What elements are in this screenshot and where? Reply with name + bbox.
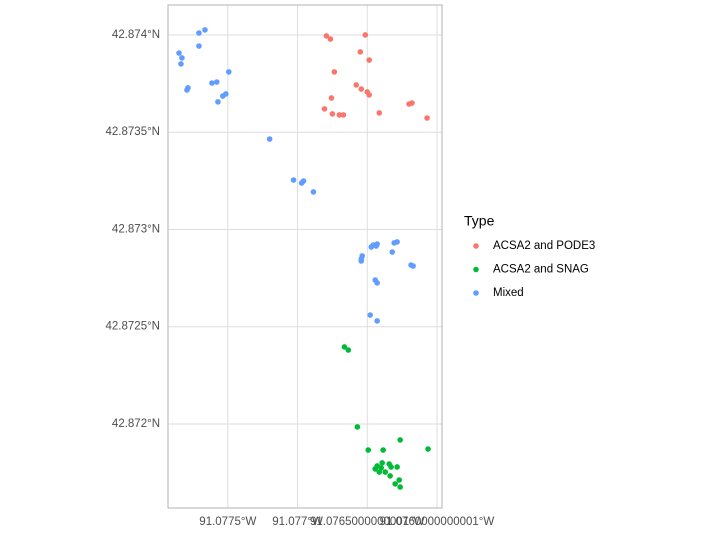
point <box>354 424 361 430</box>
point <box>300 178 307 184</box>
point <box>388 464 394 470</box>
point <box>220 93 226 99</box>
point <box>178 61 184 67</box>
point <box>382 469 389 475</box>
point <box>379 460 385 466</box>
legend-key <box>473 266 479 273</box>
point <box>397 437 403 443</box>
point <box>409 100 415 106</box>
y-tick-label: 42.874°N <box>112 29 160 41</box>
point <box>310 189 317 195</box>
x-tick-label: 91.0775°W <box>199 516 256 528</box>
legend-key <box>473 290 479 296</box>
point <box>362 32 369 38</box>
point <box>353 82 360 88</box>
point <box>202 27 208 33</box>
point <box>225 69 232 75</box>
legend-label: ACSA2 and SNAG <box>493 264 589 276</box>
y-tick-label: 42.872°N <box>112 418 160 430</box>
point <box>196 30 202 36</box>
point <box>358 258 365 264</box>
point <box>327 36 334 42</box>
point <box>387 473 393 479</box>
point <box>209 80 215 86</box>
point <box>329 111 336 117</box>
point <box>328 95 335 101</box>
legend-title: Type <box>464 213 495 229</box>
legend-key <box>473 243 479 249</box>
point <box>367 312 373 318</box>
legend-label: Mixed <box>493 287 524 299</box>
point <box>392 481 398 487</box>
point <box>365 447 372 453</box>
point <box>389 249 396 255</box>
point <box>214 79 220 85</box>
point <box>410 263 416 269</box>
x-tick-label: 91.077°W <box>272 516 323 528</box>
point <box>368 244 375 250</box>
point <box>323 33 330 39</box>
point <box>373 243 379 249</box>
point <box>397 484 403 490</box>
point <box>196 43 202 49</box>
point <box>374 318 380 324</box>
point <box>176 50 182 56</box>
point <box>345 347 352 353</box>
point <box>357 49 364 55</box>
point <box>179 55 185 61</box>
y-tick-label: 42.873°N <box>112 223 160 235</box>
point <box>366 92 373 98</box>
point <box>374 280 380 286</box>
y-tick-label: 42.8725°N <box>106 321 160 333</box>
point <box>331 69 338 75</box>
point <box>424 115 430 121</box>
point <box>290 177 297 183</box>
x-tick-label: 91.0765000000001°W <box>310 516 425 528</box>
point <box>372 466 379 472</box>
point <box>366 57 373 63</box>
point <box>184 87 190 93</box>
point <box>394 464 400 470</box>
point <box>396 477 402 483</box>
point <box>341 344 348 350</box>
y-tick-label: 42.8735°N <box>106 126 160 138</box>
point <box>358 86 365 92</box>
point <box>266 136 273 142</box>
point <box>425 446 431 452</box>
point <box>380 447 386 453</box>
point <box>336 112 343 118</box>
point <box>376 469 383 475</box>
point <box>340 112 347 118</box>
point <box>215 99 221 105</box>
panel-border <box>167 4 443 509</box>
point <box>391 240 397 246</box>
legend-label: ACSA2 and PODE3 <box>493 240 595 252</box>
point <box>321 106 328 112</box>
point <box>376 110 383 116</box>
x-tick-label: 91.0760000000001°W <box>380 516 495 528</box>
